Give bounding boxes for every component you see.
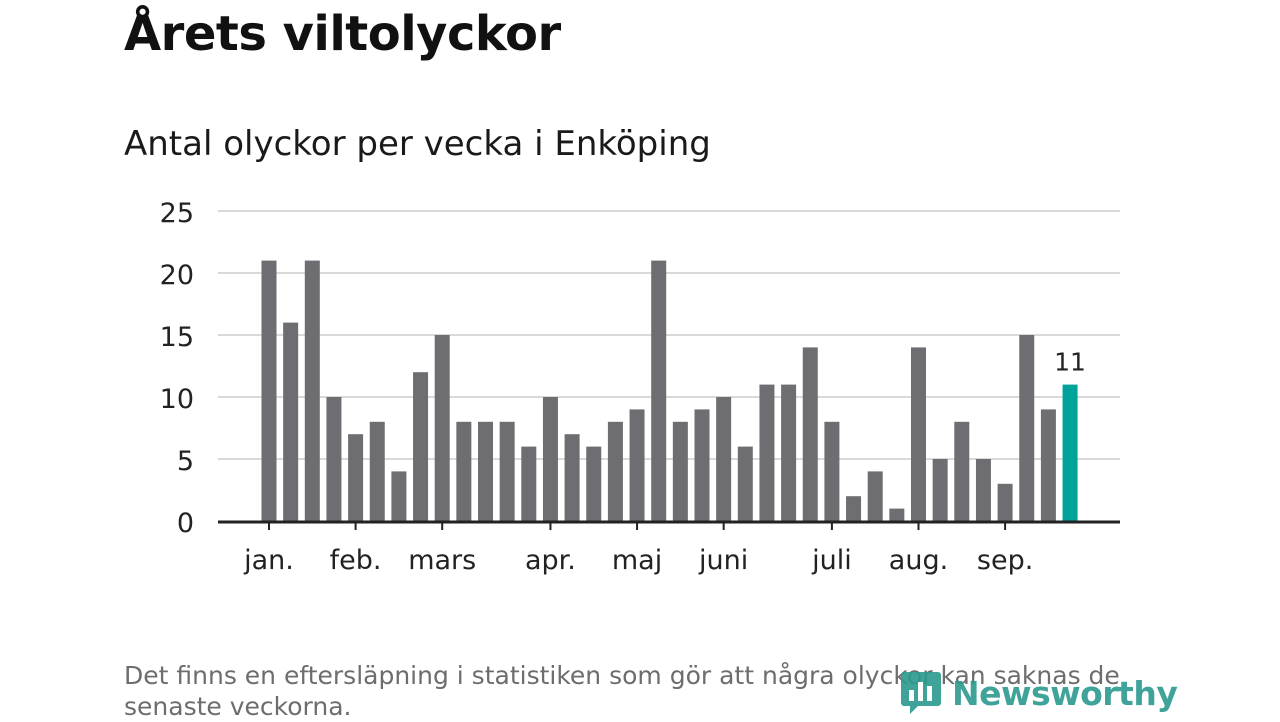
bar (434, 335, 450, 521)
bar (694, 409, 710, 521)
bar (348, 434, 364, 521)
bar (975, 459, 991, 521)
bar (737, 446, 753, 521)
bar (1019, 335, 1035, 521)
footnote: Det finns en eftersläpning i statistiken… (124, 661, 1120, 721)
bar (802, 347, 818, 521)
bar-highlight (1062, 384, 1078, 521)
bar (629, 409, 645, 521)
x-tick-label: aug. (889, 545, 948, 576)
bar (781, 384, 797, 521)
bar (824, 421, 840, 521)
bar (651, 260, 667, 521)
y-tick-label: 0 (177, 508, 194, 539)
bar (954, 421, 970, 521)
bar (369, 421, 385, 521)
logo-icon (901, 672, 941, 714)
bar (607, 421, 623, 521)
x-tick-label: juni (698, 545, 748, 576)
logo-text: Newsworthy (952, 673, 1178, 713)
page-title: Årets viltolyckor (124, 6, 561, 62)
bar (326, 397, 342, 521)
bar (391, 471, 407, 521)
bar (911, 347, 926, 521)
y-tick-label: 5 (177, 446, 194, 477)
y-tick-label: 10 (160, 384, 194, 415)
y-tick-label: 15 (160, 322, 194, 353)
bar (542, 397, 558, 521)
x-tick-label: feb. (330, 545, 382, 576)
bar (586, 446, 602, 521)
bar (283, 322, 299, 521)
bar (456, 421, 472, 521)
bar (413, 372, 429, 521)
y-tick-label: 20 (160, 260, 194, 291)
x-tick-label: maj (612, 545, 662, 576)
x-tick-label: mars (408, 545, 476, 576)
bar (759, 384, 775, 521)
bar (564, 434, 580, 521)
bar (478, 421, 493, 521)
x-tick-label: juli (811, 545, 852, 576)
bar (521, 446, 537, 521)
bar (932, 459, 948, 521)
x-tick-label: jan. (243, 545, 294, 576)
x-tick-label: apr. (525, 545, 576, 576)
bar (846, 496, 862, 521)
chart-subtitle: Antal olyckor per vecka i Enköping (124, 124, 711, 164)
bar (672, 421, 688, 521)
bar (867, 471, 883, 521)
newsworthy-logo: Newsworthy (900, 668, 1178, 718)
bar (1040, 409, 1056, 521)
bar (997, 483, 1013, 521)
bar-chart: 0 5 10 15 20 25 11 jan. feb. mars apr. maj juni juli a… (160, 198, 1120, 576)
bar (499, 421, 515, 521)
bar (889, 508, 905, 521)
y-tick-label: 25 (160, 198, 194, 229)
bar (261, 260, 277, 521)
bar (304, 260, 320, 521)
x-tick-label: sep. (977, 545, 1033, 576)
bar (716, 397, 732, 521)
data-label: 11 (1054, 348, 1086, 377)
